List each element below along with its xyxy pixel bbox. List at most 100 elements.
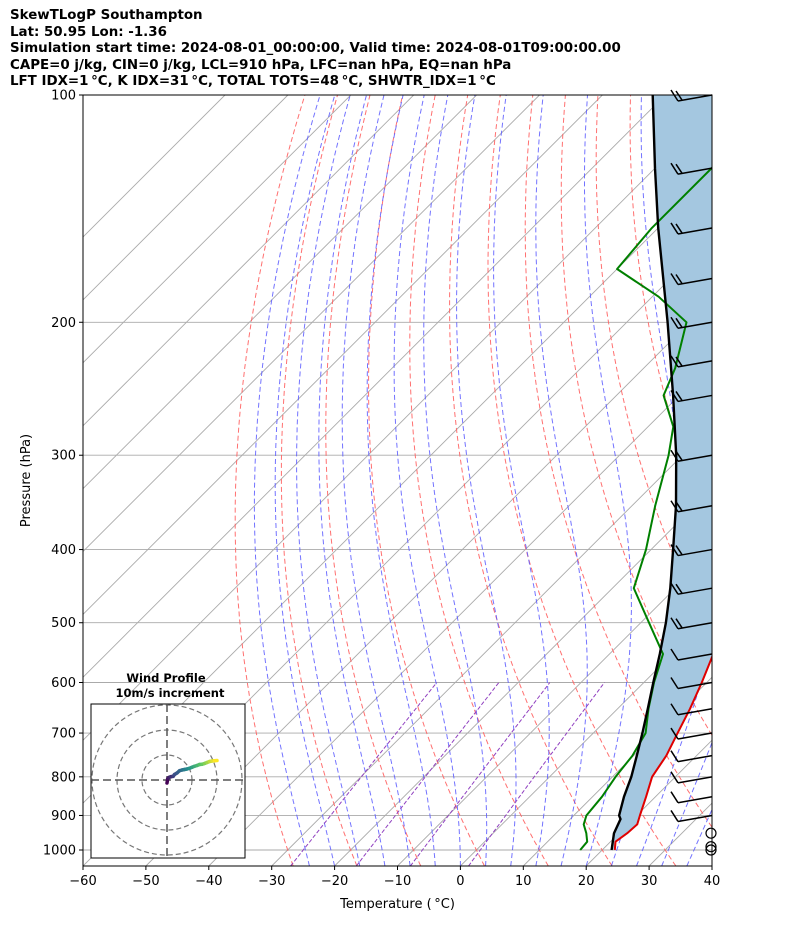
moist-adiabat xyxy=(711,864,712,866)
isotherm-line xyxy=(83,95,226,238)
barb-flag xyxy=(670,791,679,804)
dry-adiabat xyxy=(409,95,549,866)
dry-adiabat xyxy=(234,95,306,866)
calm-wind-circle xyxy=(705,841,717,853)
barb-staff xyxy=(677,227,713,235)
barb-flag xyxy=(670,544,679,556)
barb-staff xyxy=(677,94,713,102)
isotherm-line xyxy=(83,95,477,490)
wind-barb xyxy=(670,390,713,403)
x-tick-label: 40 xyxy=(704,874,721,889)
barb-staff xyxy=(677,754,713,763)
wind-barb xyxy=(670,500,713,513)
barb-flag xyxy=(670,727,679,740)
barb-flag xyxy=(675,317,683,328)
calm-wind-circle xyxy=(705,827,717,839)
barb-staff xyxy=(677,795,713,804)
barb-flag xyxy=(675,391,683,401)
isotherm-line xyxy=(397,550,712,866)
x-tick-label: 0 xyxy=(456,874,464,889)
hodograph-subtitle: 10m/s increment xyxy=(116,686,225,700)
chart-header: SkewTLogP Southampton Lat: 50.95 Lon: -1… xyxy=(10,8,621,91)
y-tick-label: 300 xyxy=(51,449,76,464)
barb-flag xyxy=(670,810,679,822)
barb-staff xyxy=(677,167,713,175)
wind-barb xyxy=(670,771,713,784)
isotherm-line xyxy=(775,95,794,866)
x-tick-label: −60 xyxy=(69,874,96,889)
moist-adiabat xyxy=(456,95,517,866)
wind-barb xyxy=(705,841,717,853)
wind-barb xyxy=(705,827,717,839)
isotherm-line xyxy=(460,613,712,866)
wind-barb xyxy=(670,316,713,330)
barb-staff xyxy=(677,814,713,823)
temperature-line xyxy=(613,654,712,851)
wind-barb xyxy=(670,222,713,235)
isotherm-line xyxy=(145,299,712,866)
mixing-ratio-line xyxy=(290,682,438,866)
barb-staff xyxy=(677,776,713,784)
barb-staff xyxy=(677,708,713,716)
y-tick-label: 400 xyxy=(51,543,76,558)
barb-flag xyxy=(670,390,679,402)
moist-adiabat xyxy=(253,95,321,866)
barb-staff xyxy=(677,454,713,462)
isotherm-line xyxy=(208,362,712,866)
wind-barb xyxy=(670,273,713,286)
dewpoint-line xyxy=(579,165,712,851)
barb-flag xyxy=(670,273,679,285)
barb-flag xyxy=(670,316,679,329)
barb-flag xyxy=(670,449,679,462)
wind-barb xyxy=(670,449,713,462)
barb-flag xyxy=(670,500,679,513)
barb-staff xyxy=(677,681,713,690)
indices-line: LFT IDX=1 °C, K IDX=31 °C, TOTAL TOTS=48… xyxy=(10,74,496,89)
moist-adiabat xyxy=(686,808,712,866)
dry-adiabat xyxy=(368,95,485,866)
wind-barb xyxy=(670,355,713,368)
y-tick-label: 900 xyxy=(51,809,76,824)
barb-flag xyxy=(675,356,683,367)
wind-barb xyxy=(670,750,713,763)
wind-barb xyxy=(670,791,713,804)
isotherm-line xyxy=(271,425,712,866)
y-tick-label: 500 xyxy=(51,616,76,631)
moist-adiabat xyxy=(535,95,588,866)
dry-adiabat xyxy=(728,95,794,866)
isotherm-line xyxy=(83,95,352,364)
x-tick-label: −20 xyxy=(321,874,348,889)
y-tick-label: 200 xyxy=(51,316,76,331)
dry-adiabat xyxy=(449,95,613,866)
barb-staff xyxy=(677,360,713,368)
calm-wind-circle xyxy=(705,844,717,856)
barb-flag xyxy=(670,162,679,175)
mixing-ratio-line xyxy=(409,682,551,866)
barb-flag xyxy=(675,223,683,234)
moist-adiabat xyxy=(318,95,386,866)
isotherm-line xyxy=(711,865,712,866)
dry-adiabat xyxy=(280,95,358,866)
barb-staff xyxy=(677,621,713,630)
mixing-ratio-line xyxy=(468,682,605,866)
wind-barb xyxy=(670,617,713,630)
barb-flag xyxy=(675,450,683,461)
barb-flag xyxy=(675,583,683,594)
dry-adiabat xyxy=(487,95,677,866)
barb-flag xyxy=(670,617,679,630)
barb-flag xyxy=(675,163,683,174)
x-tick-label: −50 xyxy=(132,874,159,889)
barb-flag xyxy=(675,501,683,512)
y-tick-label: 600 xyxy=(51,676,76,691)
isotherm-line xyxy=(83,110,712,741)
wind-barb xyxy=(670,703,713,716)
hodograph-title: Wind Profile xyxy=(126,671,206,685)
isotherm-line xyxy=(83,95,540,553)
barb-staff xyxy=(677,505,713,513)
y-tick-label: 100 xyxy=(51,89,76,104)
moist-adiabat xyxy=(341,95,411,866)
barb-staff xyxy=(677,394,713,403)
isotherm-line xyxy=(83,95,289,301)
